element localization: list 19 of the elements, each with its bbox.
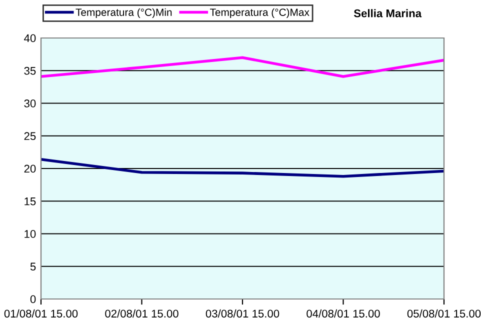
line-series	[41, 56, 444, 78]
y-tick-label: 5	[30, 262, 36, 271]
y-tick-label: 0	[30, 295, 36, 304]
x-tick-label: 01/08/01 15.00	[4, 309, 78, 318]
y-tick-label: 15	[24, 198, 36, 206]
x-tick-label: 03/08/01 15.00	[206, 309, 280, 318]
legend-label: Temperatura (°C)Max	[210, 8, 310, 18]
y-tick-label: 30	[24, 100, 36, 108]
line-series	[41, 158, 444, 178]
chart-title: Sellia Marina	[354, 9, 422, 18]
x-tick-label: 05/08/01 15.00	[407, 309, 481, 318]
y-tick-label: 25	[24, 132, 36, 140]
x-tick-label: 02/08/01 15.00	[105, 309, 178, 318]
legend-label: Temperatura (°C)Min	[76, 8, 172, 18]
y-tick-label: 40	[24, 34, 36, 42]
y-tick-label: 10	[24, 230, 36, 238]
y-tick-label: 35	[24, 66, 36, 75]
y-tick-label: 20	[24, 164, 36, 173]
x-tick-label: 04/08/01 15.00	[306, 309, 380, 318]
